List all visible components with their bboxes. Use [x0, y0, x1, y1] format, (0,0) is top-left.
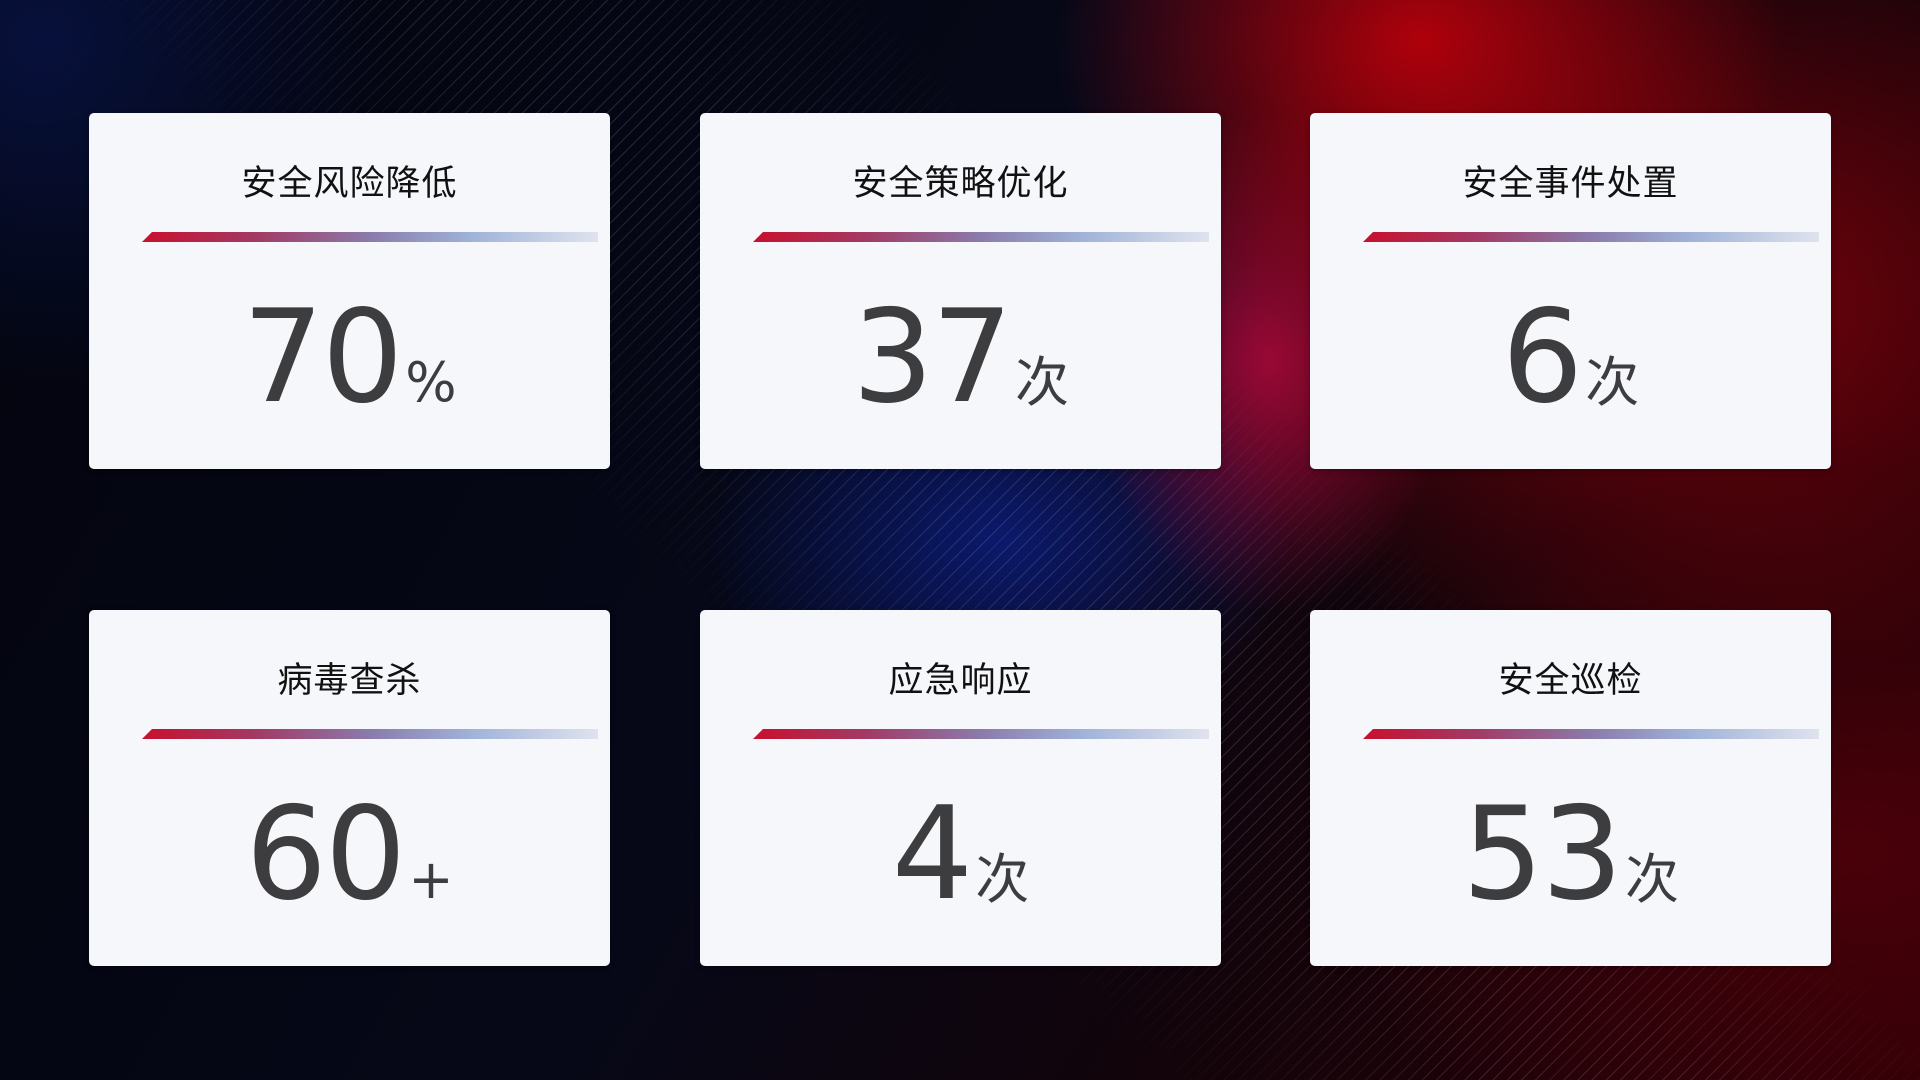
stat-card-emergency-response: 应急响应 4次	[700, 610, 1221, 966]
card-value: 60+	[89, 780, 610, 929]
card-title: 安全巡检	[1498, 661, 1643, 701]
value-number: 37	[852, 283, 1013, 432]
card-value: 6次	[1310, 283, 1831, 432]
stat-card-risk-reduction: 安全风险降低 70%	[89, 113, 610, 469]
value-number: 4	[891, 780, 973, 929]
gradient-divider	[142, 232, 598, 242]
value-unit: 次	[975, 848, 1030, 911]
value-unit: 次	[1624, 848, 1679, 911]
value-unit: 次	[1014, 351, 1069, 414]
card-title: 安全事件处置	[1462, 164, 1679, 204]
value-unit: 次	[1585, 351, 1640, 414]
gradient-divider	[1363, 232, 1819, 242]
card-title: 安全风险降低	[241, 164, 458, 204]
gradient-divider	[753, 232, 1209, 242]
card-value: 4次	[700, 780, 1221, 929]
stat-card-incident-handling: 安全事件处置 6次	[1310, 113, 1831, 469]
gradient-divider	[753, 729, 1209, 739]
card-value: 70%	[89, 283, 610, 432]
card-title: 安全策略优化	[852, 164, 1069, 204]
card-title: 病毒查杀	[277, 661, 422, 701]
gradient-divider	[142, 729, 598, 739]
stat-card-virus-removal: 病毒查杀 60+	[89, 610, 610, 966]
value-number: 60	[245, 780, 406, 929]
value-number: 53	[1462, 780, 1623, 929]
card-value: 53次	[1310, 780, 1831, 929]
value-number: 70	[242, 283, 403, 432]
stat-card-policy-optimization: 安全策略优化 37次	[700, 113, 1221, 469]
gradient-divider	[1363, 729, 1819, 739]
value-number: 6	[1501, 283, 1583, 432]
card-title: 应急响应	[888, 661, 1033, 701]
value-unit: %	[405, 351, 457, 414]
stat-card-security-inspection: 安全巡检 53次	[1310, 610, 1831, 966]
card-value: 37次	[700, 283, 1221, 432]
value-unit: +	[408, 848, 454, 911]
